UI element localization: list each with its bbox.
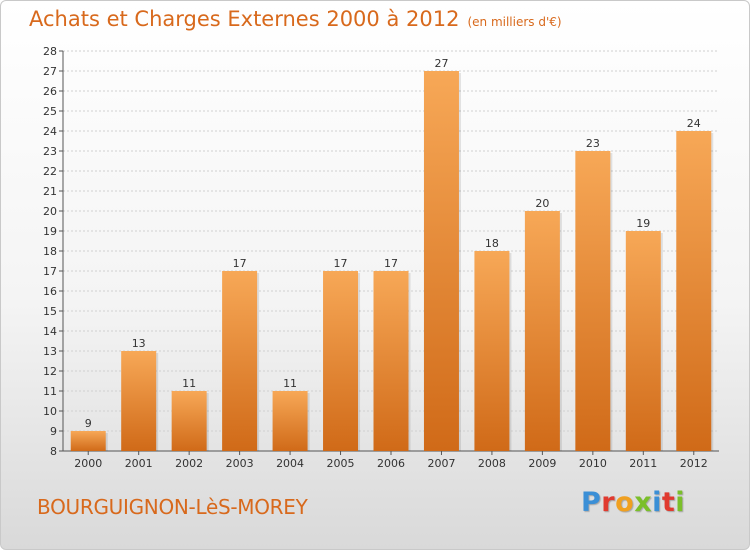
bar-2007 bbox=[423, 71, 459, 451]
data-label: 17 bbox=[233, 257, 247, 270]
data-label: 18 bbox=[485, 237, 499, 250]
x-tick-label: 2006 bbox=[377, 457, 405, 470]
y-tick-label: 16 bbox=[43, 285, 57, 298]
logo-letter: r bbox=[601, 487, 616, 518]
y-tick-label: 11 bbox=[43, 385, 57, 398]
chart-title-text: Achats et Charges Externes 2000 à 2012 bbox=[29, 7, 460, 31]
bar-2012 bbox=[676, 131, 712, 451]
logo-letter: t bbox=[661, 487, 676, 518]
y-tick-label: 12 bbox=[43, 365, 57, 378]
logo-letter: o bbox=[615, 487, 635, 518]
x-tick-label: 2005 bbox=[327, 457, 355, 470]
y-tick-label: 21 bbox=[43, 185, 57, 198]
data-label: 11 bbox=[283, 377, 297, 390]
bar-2005 bbox=[323, 271, 359, 451]
x-tick-label: 2001 bbox=[125, 457, 153, 470]
y-tick-label: 20 bbox=[43, 205, 57, 218]
bar-2001 bbox=[121, 351, 157, 451]
data-label: 13 bbox=[132, 337, 146, 350]
data-label: 17 bbox=[334, 257, 348, 270]
logo-letter: x bbox=[634, 487, 653, 518]
y-tick-label: 27 bbox=[43, 65, 57, 78]
data-label: 19 bbox=[636, 217, 650, 230]
data-label: 9 bbox=[85, 417, 92, 430]
proxiti-logo: Proxiti bbox=[581, 487, 685, 518]
x-tick-label: 2004 bbox=[276, 457, 304, 470]
data-labels: 9 13 11 17 11 17 17 27 18 20 23 19 24 bbox=[85, 57, 701, 430]
y-tick-label: 9 bbox=[50, 425, 57, 438]
y-tick-label: 8 bbox=[50, 445, 57, 458]
y-tick-label: 10 bbox=[43, 405, 57, 418]
x-tick-label: 2003 bbox=[226, 457, 254, 470]
x-tick-label: 2011 bbox=[629, 457, 657, 470]
x-tick-label: 2002 bbox=[175, 457, 203, 470]
data-label: 11 bbox=[182, 377, 196, 390]
city-name: BOURGUIGNON-LèS-MOREY bbox=[37, 495, 308, 519]
x-tick-label: 2009 bbox=[528, 457, 556, 470]
logo-letter: i bbox=[675, 487, 686, 518]
x-tick-label: 2007 bbox=[427, 457, 455, 470]
y-tick-label: 18 bbox=[43, 245, 57, 258]
y-tick-label: 15 bbox=[43, 305, 57, 318]
data-label: 23 bbox=[586, 137, 600, 150]
bar-2003 bbox=[222, 271, 258, 451]
y-tick-label: 17 bbox=[43, 265, 57, 278]
x-tick-label: 2000 bbox=[74, 457, 102, 470]
y-tick-label: 23 bbox=[43, 145, 57, 158]
y-tick-label: 28 bbox=[43, 45, 57, 58]
chart-subtitle: (en milliers d'€) bbox=[467, 15, 562, 29]
bar-2009 bbox=[524, 211, 560, 451]
data-label: 24 bbox=[687, 117, 701, 130]
y-tick-label: 26 bbox=[43, 85, 57, 98]
x-tick-label: 2010 bbox=[579, 457, 607, 470]
y-tick-label: 19 bbox=[43, 225, 57, 238]
bar-2004 bbox=[272, 391, 308, 451]
logo-letter: P bbox=[581, 487, 602, 518]
chart-title: Achats et Charges Externes 2000 à 2012 (e… bbox=[29, 7, 562, 31]
data-label: 20 bbox=[535, 197, 549, 210]
bar-2011 bbox=[625, 231, 661, 451]
x-tick-label: 2012 bbox=[680, 457, 708, 470]
y-tick-label: 22 bbox=[43, 165, 57, 178]
bar-2002 bbox=[171, 391, 207, 451]
bars bbox=[70, 71, 714, 451]
y-tick-label: 13 bbox=[43, 345, 57, 358]
y-tick-label: 14 bbox=[43, 325, 57, 338]
y-tick-label: 24 bbox=[43, 125, 57, 138]
y-tick-label: 25 bbox=[43, 105, 57, 118]
data-label: 27 bbox=[434, 57, 448, 70]
logo-letter: i bbox=[652, 487, 662, 518]
bar-2000 bbox=[70, 431, 106, 451]
axes: 8 9 10 11 12 13 14 15 16 17 18 19 20 21 22 23 24 25 26 27 28… bbox=[43, 45, 719, 470]
x-tick-label: 2008 bbox=[478, 457, 506, 470]
bar-2006 bbox=[373, 271, 409, 451]
data-label: 17 bbox=[384, 257, 398, 270]
bar-2010 bbox=[575, 151, 611, 451]
bar-2008 bbox=[474, 251, 510, 451]
